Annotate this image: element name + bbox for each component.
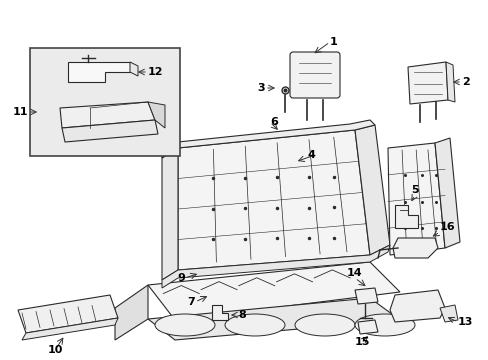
Text: 5: 5 [410,185,418,195]
Text: 3: 3 [257,83,264,93]
Ellipse shape [155,314,215,336]
Polygon shape [62,120,158,142]
Text: 13: 13 [457,317,472,327]
Text: 7: 7 [187,297,195,307]
Bar [30,48,180,156]
Ellipse shape [354,314,414,336]
Polygon shape [407,62,447,104]
Polygon shape [394,205,417,228]
FancyBboxPatch shape [289,52,339,98]
Text: 14: 14 [346,268,362,278]
Polygon shape [389,290,444,322]
Polygon shape [354,125,389,255]
Polygon shape [392,238,437,258]
Text: 1: 1 [329,37,337,47]
Polygon shape [130,62,138,76]
Polygon shape [387,143,444,255]
Text: 2: 2 [461,77,469,87]
Polygon shape [18,295,118,333]
Polygon shape [148,102,164,128]
Polygon shape [68,62,130,82]
Polygon shape [178,130,369,270]
Text: 12: 12 [148,67,163,77]
Polygon shape [60,102,155,128]
Polygon shape [115,285,148,340]
Text: 10: 10 [47,345,62,355]
Polygon shape [162,120,374,158]
Polygon shape [212,305,227,320]
Polygon shape [357,320,377,334]
Text: 6: 6 [269,117,277,127]
Polygon shape [22,318,118,340]
Polygon shape [162,148,178,280]
Ellipse shape [294,314,354,336]
Polygon shape [162,245,389,288]
Text: 15: 15 [354,337,369,347]
Polygon shape [434,138,459,248]
Polygon shape [148,298,399,340]
Text: 8: 8 [238,310,245,320]
Polygon shape [148,262,399,320]
Polygon shape [445,62,454,102]
Text: 9: 9 [177,273,184,283]
Polygon shape [439,305,457,322]
Text: 4: 4 [306,150,314,160]
Text: 16: 16 [439,222,455,232]
Text: 11: 11 [13,107,28,117]
Polygon shape [354,288,377,304]
Ellipse shape [224,314,285,336]
